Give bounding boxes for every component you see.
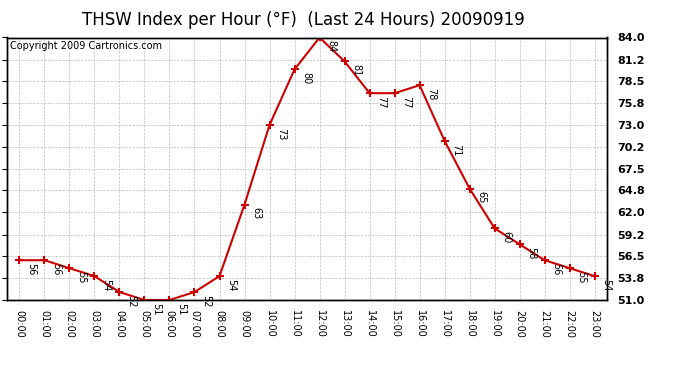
Text: 77: 77 [402,96,411,108]
Text: 56: 56 [51,263,61,275]
Text: 51: 51 [177,303,186,315]
Text: 78: 78 [426,88,437,101]
Text: 54: 54 [101,279,111,291]
Text: 60: 60 [502,231,511,243]
Text: 65: 65 [477,191,486,204]
Text: 56: 56 [551,263,562,275]
Text: 84: 84 [326,40,337,53]
Text: 55: 55 [577,271,586,284]
Text: 51: 51 [151,303,161,315]
Text: 58: 58 [526,247,537,259]
Text: 73: 73 [277,128,286,140]
Text: 52: 52 [201,295,211,307]
Text: 52: 52 [126,295,137,307]
Text: THSW Index per Hour (°F)  (Last 24 Hours) 20090919: THSW Index per Hour (°F) (Last 24 Hours)… [82,11,525,29]
Text: 56: 56 [26,263,37,275]
Text: 54: 54 [226,279,237,291]
Text: 54: 54 [602,279,611,291]
Text: 71: 71 [451,144,462,156]
Text: 80: 80 [302,72,311,84]
Text: 63: 63 [251,207,262,220]
Text: 81: 81 [351,64,362,76]
Text: Copyright 2009 Cartronics.com: Copyright 2009 Cartronics.com [10,42,162,51]
Text: 77: 77 [377,96,386,108]
Text: 55: 55 [77,271,86,284]
